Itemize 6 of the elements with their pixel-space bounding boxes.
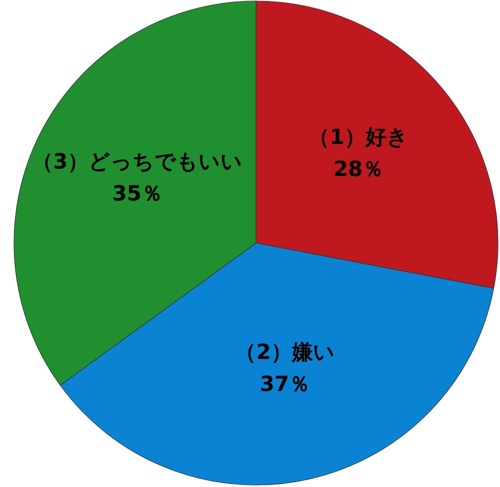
slice-label: （3）どっちでもいい [32, 150, 243, 174]
slice-label: （2）嫌い [235, 340, 335, 364]
data-label: 28％ [333, 157, 384, 182]
data-label: 37％ [260, 372, 310, 396]
data-label: 35％ [112, 182, 163, 206]
slice-label: （1）好き [308, 125, 408, 150]
